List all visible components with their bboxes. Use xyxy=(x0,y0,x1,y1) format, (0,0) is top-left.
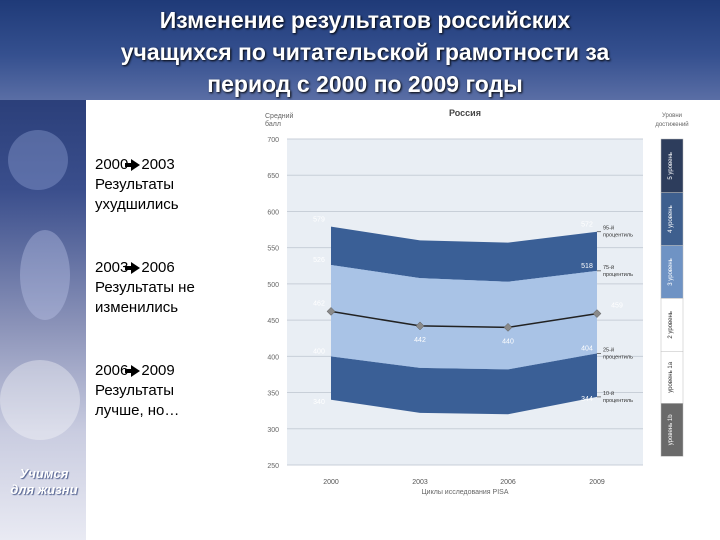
note-to: 2003 xyxy=(141,156,175,173)
title-line: учащихся по читательской грамотности за xyxy=(120,39,610,65)
note-2003-2006: 2003 2006 Результаты не изменились xyxy=(95,258,255,318)
level-label: 5 уровень xyxy=(668,152,674,180)
band-mean-p25 xyxy=(331,311,597,370)
data-label: 526 xyxy=(313,257,325,264)
title-line: период с 2000 по 2009 годы xyxy=(207,71,523,97)
y-tick-label: 600 xyxy=(267,209,279,216)
title-line: Изменение результатов российских xyxy=(159,7,571,33)
note-text: изменились xyxy=(95,299,179,316)
data-label: 442 xyxy=(414,337,426,344)
data-label: 440 xyxy=(502,338,514,345)
data-label: 340 xyxy=(313,399,325,406)
percentile-label: 95-й xyxy=(603,225,614,232)
y-tick-label: 650 xyxy=(267,173,279,180)
x-tick-label: 2003 xyxy=(412,479,428,486)
data-label: 459 xyxy=(611,303,623,310)
mean-point xyxy=(592,309,602,318)
note-text: Результаты не xyxy=(95,279,195,296)
note-period: 2003 2006 xyxy=(95,258,255,278)
y-tick-label: 500 xyxy=(267,282,279,289)
data-label: 518 xyxy=(581,263,593,270)
note-from: 2000 xyxy=(95,156,129,173)
slide-title: Изменение результатов российских учащихс… xyxy=(40,4,690,100)
band-p95-p75 xyxy=(331,226,597,282)
y-axis-label: балл xyxy=(265,120,281,128)
note-to: 2009 xyxy=(141,362,175,379)
level-label: уровень 1а xyxy=(668,361,674,393)
percentile-label: процентиль xyxy=(603,272,633,278)
y-tick-label: 250 xyxy=(267,463,279,470)
note-2000-2003: 2000 2003 Результаты ухудшились xyxy=(95,155,255,215)
mean-point xyxy=(503,323,513,332)
note-text: Результаты xyxy=(95,382,174,399)
note-from: 2006 xyxy=(95,362,129,379)
note-2006-2009: 2006 2009 Результаты лучше, но… xyxy=(95,361,255,421)
note-period: 2000 2003 xyxy=(95,155,255,175)
note-to: 2006 xyxy=(141,259,175,276)
note-text: Результаты xyxy=(95,176,174,193)
note-from: 2003 xyxy=(95,259,129,276)
y-axis-label: Средний xyxy=(265,112,294,120)
note-text: ухудшились xyxy=(95,196,179,213)
level-label: 3 уровень xyxy=(668,258,674,286)
chart-title: Россия xyxy=(449,108,481,118)
mean-line xyxy=(330,310,598,329)
header-band xyxy=(0,0,720,100)
level-band xyxy=(660,403,684,457)
arrow-right-icon xyxy=(125,159,141,172)
x-tick-label: 2009 xyxy=(589,479,605,486)
mean-point xyxy=(415,321,425,331)
percentile-label: процентиль xyxy=(603,354,633,360)
arrow-right-icon xyxy=(125,262,141,275)
logo-line: для жизни xyxy=(10,482,78,497)
y-tick-label: 350 xyxy=(267,391,279,398)
x-tick-label: 2000 xyxy=(323,479,339,486)
percentile-label: 10-й xyxy=(603,390,614,397)
percentile-label: 25-й xyxy=(603,346,614,353)
data-label: 344 xyxy=(581,396,593,403)
note-period: 2006 2009 xyxy=(95,361,255,381)
y-tick-label: 300 xyxy=(267,427,279,434)
percentile-label: процентиль xyxy=(603,233,633,239)
arrow-right-icon xyxy=(125,365,141,378)
levels-header: достижений xyxy=(655,121,688,128)
level-label: уровень 1b xyxy=(668,414,674,446)
percentile-label: 75-й xyxy=(603,264,614,271)
band-p75-mean xyxy=(331,265,597,328)
data-label: 579 xyxy=(313,217,325,224)
data-label: 400 xyxy=(313,348,325,355)
data-label: 462 xyxy=(313,300,325,307)
data-label: 572 xyxy=(581,222,593,229)
logo: Учимся для жизни xyxy=(4,466,84,498)
level-label: 2 уровень xyxy=(668,311,674,339)
levels-header: Уровни xyxy=(662,113,682,119)
y-tick-label: 400 xyxy=(267,354,279,361)
x-axis-label: Циклы исследования PISA xyxy=(422,489,509,496)
y-tick-label: 550 xyxy=(267,246,279,253)
level-label: 4 уровень xyxy=(668,205,674,233)
y-tick-label: 700 xyxy=(267,137,279,144)
percentile-label: процентиль xyxy=(603,398,633,404)
x-tick-label: 2006 xyxy=(500,479,516,486)
mean-point xyxy=(326,307,336,316)
data-label: 404 xyxy=(581,345,593,352)
note-text: лучше, но… xyxy=(95,402,180,419)
y-tick-label: 450 xyxy=(267,318,279,325)
logo-line: Учимся xyxy=(19,466,69,481)
band-p25-p10 xyxy=(331,353,597,415)
